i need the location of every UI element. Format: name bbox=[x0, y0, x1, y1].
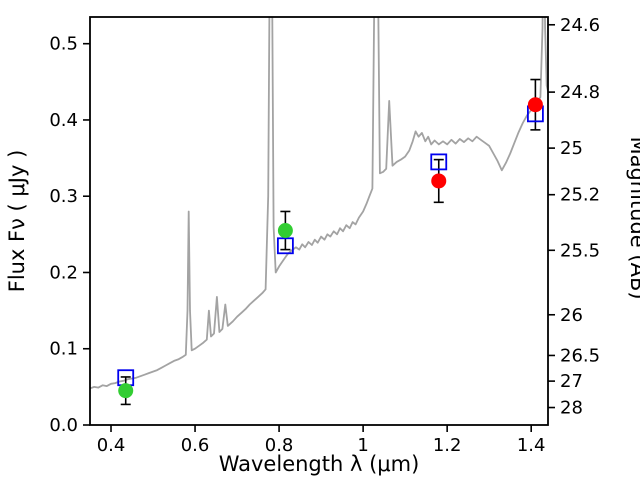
x-tick-label: 0.8 bbox=[265, 435, 294, 456]
y-tick-flux-label: 0.4 bbox=[49, 110, 78, 131]
y-tick-flux-label: 0.3 bbox=[49, 186, 78, 207]
y-tick-magnitude-label: 28 bbox=[560, 398, 583, 419]
y-tick-magnitude-label: 26 bbox=[560, 305, 583, 326]
y-tick-flux-label: 0.5 bbox=[49, 34, 78, 55]
y-tick-magnitude-label: 27 bbox=[560, 371, 583, 392]
spectrum-line-group bbox=[90, 17, 548, 390]
spectrum-line bbox=[90, 17, 548, 390]
observed-photometry-point bbox=[431, 173, 447, 189]
y-tick-magnitude-label: 25 bbox=[560, 138, 583, 159]
y-tick-magnitude-label: 25.2 bbox=[560, 185, 600, 206]
x-tick-label: 0.4 bbox=[97, 435, 126, 456]
chart-content: 0.4 0.6 0.8 1 1.2 1.4 0.0 0.1 0.2 0.3 0.4 0.5 24.6 24… bbox=[49, 15, 600, 456]
y-tick-flux-label: 0.1 bbox=[49, 339, 78, 360]
observed-photometry-point bbox=[277, 223, 293, 239]
y-axis-label-right: Magnitude (AB) bbox=[626, 136, 640, 299]
model-photometry-point bbox=[276, 237, 294, 255]
observed-photometry-point bbox=[118, 383, 134, 399]
x-tick-label: 1.2 bbox=[433, 435, 462, 456]
observed-photometry-point bbox=[527, 97, 543, 113]
x-tick-label: 1 bbox=[357, 435, 368, 456]
y-tick-magnitude-label: 24.8 bbox=[560, 82, 600, 103]
x-axis-label: Wavelength λ (μm) bbox=[219, 452, 420, 476]
y-tick-magnitude-label: 25.5 bbox=[560, 240, 600, 261]
y-tick-flux-label: 0.0 bbox=[49, 415, 78, 436]
y-tick-magnitude-label: 26.5 bbox=[560, 345, 600, 366]
x-tick-label: 0.6 bbox=[181, 435, 210, 456]
axes-spines bbox=[89, 16, 549, 426]
y-axis-label-left: Flux Fν ( μJy ) bbox=[5, 150, 29, 293]
model-photometry-point bbox=[430, 153, 448, 171]
y-tick-magnitude-label: 24.6 bbox=[560, 15, 600, 36]
y-tick-flux-label: 0.2 bbox=[49, 262, 78, 283]
x-tick-label: 1.4 bbox=[517, 435, 546, 456]
